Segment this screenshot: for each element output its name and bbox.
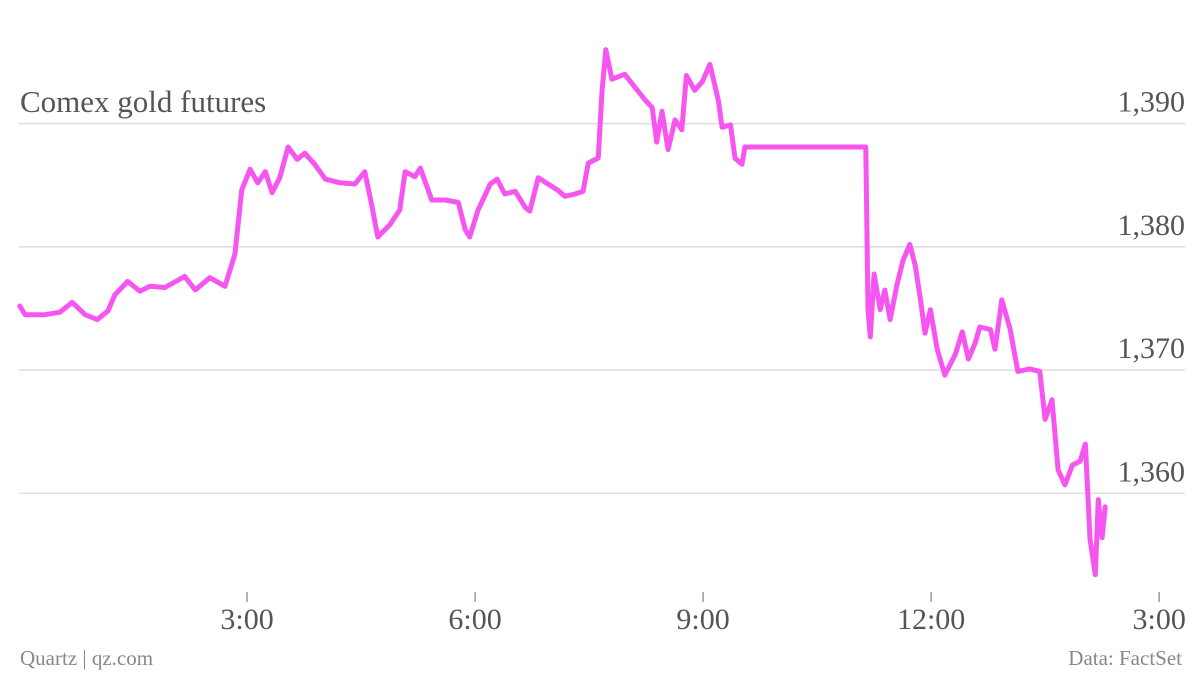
credit: Quartz | qz.com — [20, 646, 153, 670]
x-tick-label: 6:00 — [448, 603, 501, 636]
price-line — [17, 47, 1108, 578]
x-tick-label: 3:00 — [1132, 603, 1185, 636]
y-tick-label: 1,360 — [1118, 455, 1186, 488]
x-tick-label: 3:00 — [220, 603, 273, 636]
x-tick-label: 12:00 — [897, 603, 965, 636]
y-tick-label: 1,380 — [1118, 209, 1186, 242]
chart-title: Comex gold futures — [20, 84, 266, 119]
y-tick-label: 1,390 — [1118, 85, 1186, 118]
y-tick-label: 1,370 — [1118, 332, 1186, 365]
x-tick-label: 9:00 — [676, 603, 729, 636]
source: Data: FactSet — [1068, 646, 1182, 670]
